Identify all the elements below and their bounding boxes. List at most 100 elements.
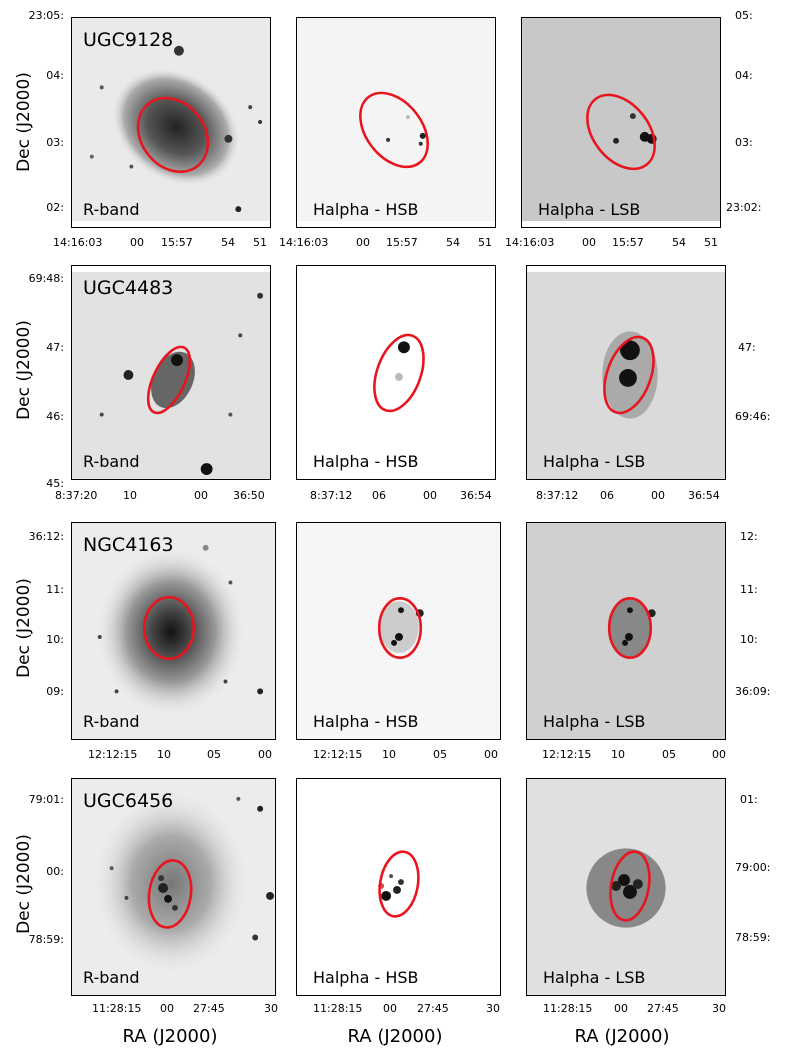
panel-ngc4163-halpha-lsb: Halpha - LSB — [526, 522, 726, 740]
dec-tick: 23:05: — [28, 9, 64, 22]
ra-tick: 00 — [383, 1002, 397, 1015]
ra-tick: 12:12:15 — [313, 748, 363, 761]
ra-tick: 36:54 — [688, 489, 720, 502]
ra-tick: 36:54 — [460, 489, 492, 502]
x-axis-label-col1: RA (J2000) — [122, 1026, 218, 1047]
aperture-ellipse — [607, 597, 653, 660]
dec-tick: 69:48: — [28, 272, 64, 285]
ra-tick: 11:28:15 — [92, 1002, 142, 1015]
aperture-ellipse — [143, 596, 196, 661]
panel-ugc6456-halpha-lsb: Halpha - LSB — [526, 778, 726, 996]
aperture-ellipse — [378, 850, 420, 918]
panel-ngc4163-halpha-hsb: Halpha - HSB — [296, 522, 501, 740]
ra-tick: 30 — [712, 1002, 726, 1015]
galaxy-name: UGC6456 — [83, 790, 174, 812]
x-axis-label-col2: RA (J2000) — [347, 1026, 443, 1047]
ra-tick: 27:45 — [417, 1002, 449, 1015]
ra-tick: 15:57 — [612, 236, 644, 249]
aperture-ellipse — [609, 850, 651, 922]
panel-label: R-band — [83, 712, 140, 731]
halpha-hsb-image — [297, 266, 495, 479]
galaxy-name: UGC9128 — [83, 29, 174, 51]
dec-tick-right: 36:09: — [735, 685, 771, 698]
ra-tick: 00 — [356, 236, 370, 249]
ra-tick: 27:45 — [647, 1002, 679, 1015]
ra-tick: 11:28:15 — [543, 1002, 593, 1015]
panel-ugc6456-halpha-hsb: Halpha - HSB — [296, 778, 501, 996]
panel-label: R-band — [83, 200, 140, 219]
panel-label: R-band — [83, 968, 140, 987]
dec-tick: 02: — [46, 201, 64, 214]
ra-tick: 10 — [611, 748, 625, 761]
dec-tick-right: 69:46: — [735, 410, 771, 423]
ra-tick: 15:57 — [161, 236, 193, 249]
ra-tick: 00 — [651, 489, 665, 502]
dec-tick-right: 01: — [740, 793, 758, 806]
dec-tick-right: 47: — [738, 341, 756, 354]
y-axis-label-row3: Dec (J2000) — [14, 578, 34, 678]
dec-tick: 36:12: — [28, 530, 64, 543]
panel-label: Halpha - LSB — [538, 200, 641, 219]
dec-tick-right: 04: — [735, 69, 753, 82]
dec-tick: 11: — [46, 583, 64, 596]
panel-ugc9128-halpha-lsb: Halpha - LSB — [521, 17, 721, 228]
ra-tick: 10 — [123, 489, 137, 502]
halpha-lsb-image — [527, 779, 725, 995]
ra-tick: 15:57 — [386, 236, 418, 249]
aperture-ellipse — [136, 96, 210, 173]
dec-tick: 10: — [46, 633, 64, 646]
dec-tick: 45: — [46, 477, 64, 490]
dec-tick-right: 79:00: — [735, 861, 771, 874]
ra-tick: 10 — [382, 748, 396, 761]
dec-tick: 03: — [46, 136, 64, 149]
galaxy-name: NGC4163 — [83, 534, 174, 556]
dec-tick: 00: — [46, 865, 64, 878]
panel-label: R-band — [83, 452, 140, 471]
dec-tick: 46: — [46, 410, 64, 423]
ra-tick: 11:28:15 — [313, 1002, 363, 1015]
ra-tick: 05 — [207, 748, 221, 761]
panel-label: Halpha - LSB — [543, 452, 646, 471]
ra-tick: 00 — [194, 489, 208, 502]
rband-image — [72, 18, 270, 227]
panel-ugc9128-halpha-hsb: Halpha - HSB — [296, 17, 496, 228]
dec-tick-right: 11: — [740, 583, 758, 596]
ra-tick: 00 — [160, 1002, 174, 1015]
ra-tick: 8:37:20 — [55, 489, 98, 502]
ra-tick: 00 — [582, 236, 596, 249]
aperture-ellipse — [603, 335, 655, 415]
aperture-ellipse — [586, 93, 656, 171]
panel-ngc4163-rband: NGC4163 R-band — [71, 522, 276, 740]
panel-label: Halpha - LSB — [543, 712, 646, 731]
dec-tick-right: 12: — [740, 530, 758, 543]
ra-tick: 14:16:03 — [53, 236, 103, 249]
panel-ugc4483-halpha-lsb: Halpha - LSB — [526, 265, 726, 480]
ra-tick: 30 — [486, 1002, 500, 1015]
panel-ugc6456-rband: UGC6456 R-band — [71, 778, 276, 996]
ra-tick: 05 — [662, 748, 676, 761]
ra-tick: 54 — [672, 236, 686, 249]
dec-tick-right: 10: — [740, 633, 758, 646]
ra-tick: 51 — [253, 236, 267, 249]
dec-tick: 47: — [46, 341, 64, 354]
rband-image — [72, 523, 275, 739]
ra-tick: 12:12:15 — [88, 748, 138, 761]
ra-tick: 27:45 — [193, 1002, 225, 1015]
dec-tick: 79:01: — [28, 793, 64, 806]
panel-ugc4483-rband: UGC4483 R-band — [71, 265, 271, 480]
ra-tick: 51 — [704, 236, 718, 249]
dec-tick-right: 05: — [735, 9, 753, 22]
panel-label: Halpha - HSB — [313, 200, 419, 219]
ra-tick: 12:12:15 — [542, 748, 592, 761]
panel-ugc9128-rband: UGC9128 R-band — [71, 17, 271, 228]
panel-label: Halpha - HSB — [313, 968, 419, 987]
halpha-hsb-image — [297, 523, 500, 739]
panel-ugc4483-halpha-hsb: Halpha - HSB — [296, 265, 496, 480]
aperture-ellipse — [377, 597, 423, 660]
ra-tick: 36:50 — [233, 489, 265, 502]
rband-image — [72, 266, 270, 479]
aperture-ellipse — [359, 91, 429, 169]
ra-tick: 06 — [600, 489, 614, 502]
ra-tick: 8:37:12 — [536, 489, 579, 502]
dec-tick-right: 23:02: — [726, 201, 762, 214]
